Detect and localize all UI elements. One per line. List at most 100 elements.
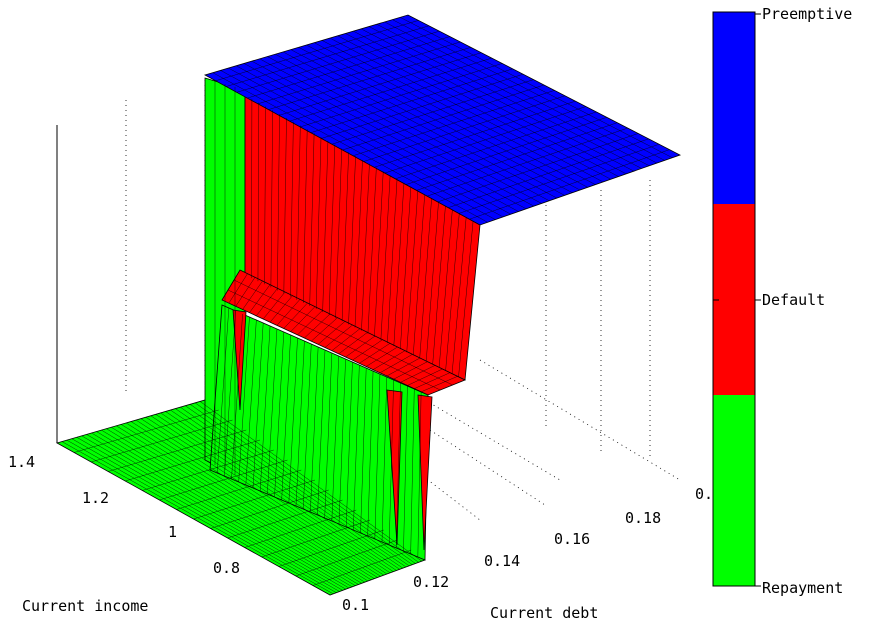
y-axis: 0.1 0.12 0.14 0.16 0.18 0. Current debt <box>342 485 713 622</box>
mesh-line <box>264 106 266 285</box>
mesh-line <box>445 213 460 371</box>
mesh-line <box>125 439 261 482</box>
mesh-line <box>216 307 230 474</box>
mesh-line <box>142 449 274 491</box>
y-tick-label: 0.14 <box>484 552 520 570</box>
mesh-line <box>261 519 371 558</box>
mesh-line <box>309 133 315 306</box>
mesh-line <box>381 376 387 543</box>
x-tick-label: 0.8 <box>213 559 240 577</box>
mesh-line <box>247 36 450 99</box>
mesh-line <box>416 122 618 191</box>
y-tick-label: 0. <box>695 485 713 503</box>
mesh-line <box>317 349 326 516</box>
mesh-line <box>288 337 298 504</box>
mesh-line <box>331 79 534 145</box>
mesh-line <box>393 182 405 347</box>
mesh-line <box>224 310 236 477</box>
mesh-line <box>263 291 286 320</box>
mesh-line <box>458 144 660 214</box>
mesh-line <box>278 52 482 116</box>
mesh-line <box>304 313 331 339</box>
mesh-line <box>406 190 418 353</box>
mesh-line <box>256 288 278 316</box>
mesh-line <box>159 459 288 501</box>
grid-line <box>424 399 561 481</box>
colorbar-label-preemptive: Preemptive <box>762 5 852 23</box>
mesh-line <box>331 355 339 522</box>
mesh-line <box>274 331 284 498</box>
mesh-line <box>352 339 383 361</box>
mesh-line <box>379 354 413 374</box>
mesh-line <box>363 95 565 162</box>
mesh-line <box>427 127 628 197</box>
mesh-line <box>318 321 346 345</box>
mesh-line <box>345 335 376 358</box>
mesh-line <box>210 489 329 529</box>
mesh-line <box>451 217 467 374</box>
mesh-line <box>359 343 391 364</box>
mesh-line <box>448 138 649 208</box>
mesh-line <box>393 361 428 380</box>
mesh-line <box>193 479 316 520</box>
colorbar: Preemptive Default Repayment <box>712 5 852 597</box>
y-tick-label: 0.1 <box>342 596 369 614</box>
x-tick-label: 1 <box>168 523 177 541</box>
mesh-line <box>419 198 432 359</box>
mesh-line <box>312 549 412 586</box>
mesh-line <box>322 140 329 313</box>
mesh-line <box>231 313 243 480</box>
mesh-line <box>236 30 440 93</box>
mesh-line <box>259 325 271 492</box>
mesh-line <box>403 385 408 552</box>
mesh-line <box>215 20 419 81</box>
mesh-line <box>244 509 357 548</box>
mesh-line <box>311 317 338 342</box>
mesh-line <box>396 382 401 549</box>
mesh-line <box>421 376 458 393</box>
mesh-line <box>387 179 398 343</box>
mesh-line <box>257 102 260 282</box>
mesh-line <box>176 469 302 510</box>
mesh-line <box>310 68 513 133</box>
mesh-line <box>238 316 250 483</box>
default-spike <box>386 389 403 546</box>
mesh-line <box>400 186 412 350</box>
mesh-line <box>353 364 360 531</box>
surface-mesh <box>61 17 673 595</box>
mesh-line <box>360 367 367 534</box>
mesh-line <box>417 391 422 558</box>
mesh-line <box>281 334 291 501</box>
mesh-line <box>324 352 333 519</box>
mesh-line <box>290 306 316 332</box>
mesh-line <box>290 121 294 297</box>
mesh-line <box>328 144 336 316</box>
mesh-line <box>413 194 425 356</box>
mesh-line <box>335 148 342 319</box>
mesh-line <box>321 74 524 139</box>
mesh-line <box>324 324 353 348</box>
mesh-line <box>268 47 471 110</box>
mesh-line <box>400 365 436 383</box>
mesh-line <box>380 175 391 340</box>
mesh-line <box>425 202 439 362</box>
mesh-line <box>367 370 374 537</box>
default-spike <box>417 394 433 551</box>
colorbar-label-repayment: Repayment <box>762 579 843 597</box>
mesh-line <box>315 137 322 309</box>
mesh-line <box>405 117 607 185</box>
mesh-line <box>366 346 398 367</box>
colorbar-preemptive <box>713 12 755 204</box>
mesh-line <box>297 310 323 335</box>
mesh-line <box>242 280 263 310</box>
mesh-line <box>235 277 256 307</box>
mesh-line <box>354 159 363 328</box>
mesh-line <box>276 299 301 326</box>
mesh-line <box>361 163 370 331</box>
mesh-line <box>252 322 264 489</box>
mesh-line <box>74 409 219 453</box>
mesh-line <box>303 129 308 303</box>
mesh-line <box>338 358 346 525</box>
mesh-line <box>374 100 576 168</box>
mesh-line <box>395 111 597 180</box>
